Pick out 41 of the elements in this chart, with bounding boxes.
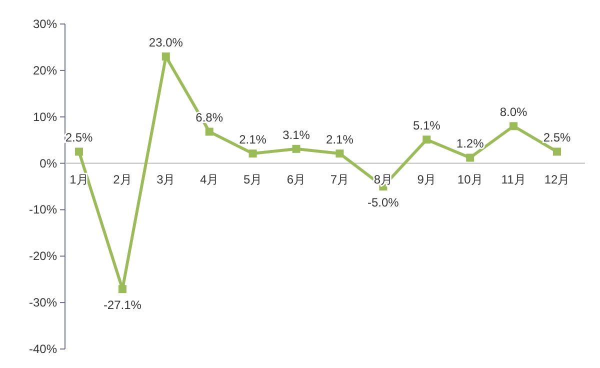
y-tick-label: 0% (40, 156, 58, 170)
y-tick-label: -10% (28, 202, 58, 217)
point (118, 285, 126, 294)
x-tick-label: 5月 (243, 172, 262, 186)
y-tick-label: -30% (28, 296, 58, 310)
y-tick-label: 30% (32, 17, 58, 31)
x-tick-label: 3月 (156, 172, 176, 186)
point (292, 144, 300, 153)
point (466, 154, 474, 162)
x-tick-label: 2月 (113, 172, 132, 186)
x-tick-label: 9月 (417, 172, 436, 186)
x-tick-label: 4月 (200, 172, 219, 186)
data-label: 2.1% (326, 132, 354, 147)
x-tick-label: 12月 (544, 172, 570, 186)
point (162, 52, 170, 60)
y-tick-label: -20% (28, 249, 58, 264)
data-label: 8.0% (500, 105, 528, 120)
data-label: 5.1% (412, 118, 441, 133)
point (75, 148, 83, 156)
data-label: 2.1% (239, 132, 267, 147)
point (422, 136, 431, 144)
y-tick-label: 20% (32, 63, 58, 78)
data-label: 23.0% (148, 36, 184, 50)
data-label: 3.1% (282, 128, 310, 142)
x-tick-label: 6月 (286, 172, 306, 186)
point (205, 128, 214, 136)
x-tick-label: 1月 (70, 172, 88, 186)
data-label: 2.5% (543, 130, 571, 145)
x-tick-label: 10月 (457, 172, 483, 186)
y-tick-label: 10% (32, 110, 58, 124)
point (553, 148, 561, 156)
data-label: -27.1% (103, 298, 142, 312)
x-tick-label: 11月 (501, 172, 526, 186)
y-tick-label: -40% (28, 342, 58, 356)
point (248, 150, 257, 158)
data-label: -5.0% (368, 196, 400, 210)
point (336, 150, 344, 158)
data-label: 1.2% (456, 136, 484, 151)
x-tick-label: 7月 (330, 172, 350, 186)
data-label: 2.5% (65, 130, 93, 145)
point (510, 122, 518, 130)
